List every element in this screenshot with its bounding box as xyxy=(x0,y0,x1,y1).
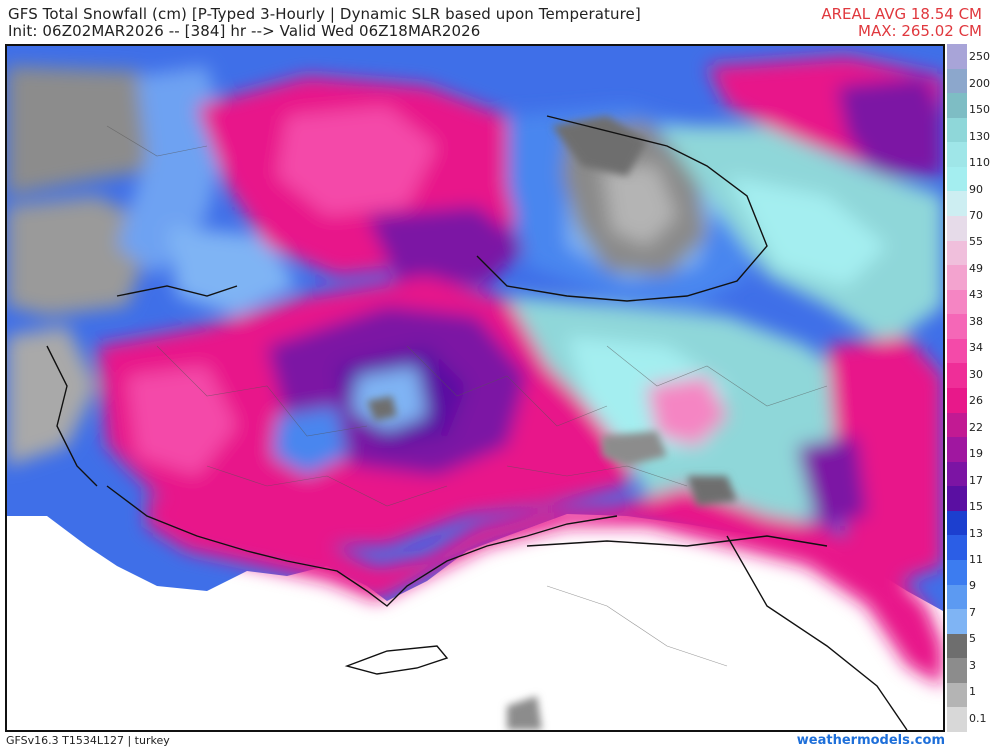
legend-swatch xyxy=(947,535,967,561)
areal-average: AREAL AVG 18.54 CM xyxy=(821,5,982,23)
legend-swatch xyxy=(947,68,967,94)
snowfall-legend: 250 200 150 130 110 90 70 55 49 43 38 34 30 26 22 19 17 1… xyxy=(947,44,1000,733)
legend-swatch xyxy=(947,461,967,487)
legend-swatch xyxy=(947,117,967,143)
snowfall-map xyxy=(5,44,945,732)
legend-label: 130 xyxy=(969,129,990,143)
legend-label: 90 xyxy=(969,182,983,196)
legend-label: 0.1 xyxy=(969,711,987,725)
credit-link[interactable]: weathermodels.com xyxy=(796,733,945,748)
southern-coast xyxy=(106,485,618,607)
legend-label: 55 xyxy=(969,235,983,249)
legend-label: 5 xyxy=(969,632,976,646)
legend-swatch xyxy=(947,658,967,684)
iraq-border xyxy=(726,535,908,730)
legend-swatch xyxy=(947,191,967,217)
syria-border xyxy=(526,535,828,547)
legend-swatch xyxy=(947,584,967,610)
legend-swatch xyxy=(947,363,967,389)
legend-swatch xyxy=(947,486,967,512)
cyprus-outline xyxy=(344,645,449,675)
legend-label: 43 xyxy=(969,288,983,302)
legend-swatch xyxy=(947,437,967,463)
legend-label: 30 xyxy=(969,367,983,381)
legend-label: 70 xyxy=(969,209,983,222)
marmara-coast xyxy=(116,285,238,297)
legend-label: 7 xyxy=(969,605,976,619)
legend-swatch xyxy=(947,560,967,586)
legend-swatch xyxy=(947,265,967,291)
legend-swatch xyxy=(947,388,967,414)
legend-swatch xyxy=(947,682,967,708)
legend-label: 3 xyxy=(969,658,976,672)
legend-label: 200 xyxy=(969,76,990,90)
legend-label: 110 xyxy=(969,156,990,170)
legend-label: 9 xyxy=(969,579,976,593)
aegean-coast xyxy=(46,345,98,487)
legend-swatch xyxy=(947,633,967,659)
legend-swatch xyxy=(947,412,967,438)
legend-label: 17 xyxy=(969,473,983,487)
black-sea-coast xyxy=(476,115,768,302)
legend-swatch xyxy=(947,240,967,266)
legend-label: 19 xyxy=(969,447,983,461)
model-info: GFSv16.3 T1534L127 | turkey xyxy=(6,734,170,747)
legend-swatch xyxy=(947,314,967,340)
legend-swatch xyxy=(947,166,967,192)
legend-swatch xyxy=(947,510,967,536)
legend-swatch xyxy=(947,609,967,635)
maximum-value: MAX: 265.02 CM xyxy=(858,22,982,40)
map-subtitle: Init: 06Z02MAR2026 -- [384] hr --> Valid… xyxy=(8,22,481,40)
legend-swatch xyxy=(947,216,967,242)
legend-label: 22 xyxy=(969,420,983,434)
legend-label: 150 xyxy=(969,103,990,117)
legend-label: 49 xyxy=(969,261,983,275)
legend-label: 34 xyxy=(969,341,983,355)
legend-label: 250 xyxy=(969,50,990,64)
legend-swatch xyxy=(947,707,967,733)
legend-swatch xyxy=(947,142,967,168)
legend-swatch xyxy=(947,289,967,315)
legend-label: 11 xyxy=(969,553,983,566)
legend-swatch xyxy=(947,44,967,70)
legend-label: 15 xyxy=(969,500,983,514)
legend-label: 38 xyxy=(969,314,983,328)
no-snow-region xyxy=(7,514,943,730)
map-title: GFS Total Snowfall (cm) [P-Typed 3-Hourl… xyxy=(8,5,641,23)
legend-swatch xyxy=(947,93,967,119)
legend-label: 26 xyxy=(969,394,983,408)
legend-swatch xyxy=(947,338,967,364)
legend-label: 1 xyxy=(969,685,976,699)
legend-label: 13 xyxy=(969,526,983,540)
